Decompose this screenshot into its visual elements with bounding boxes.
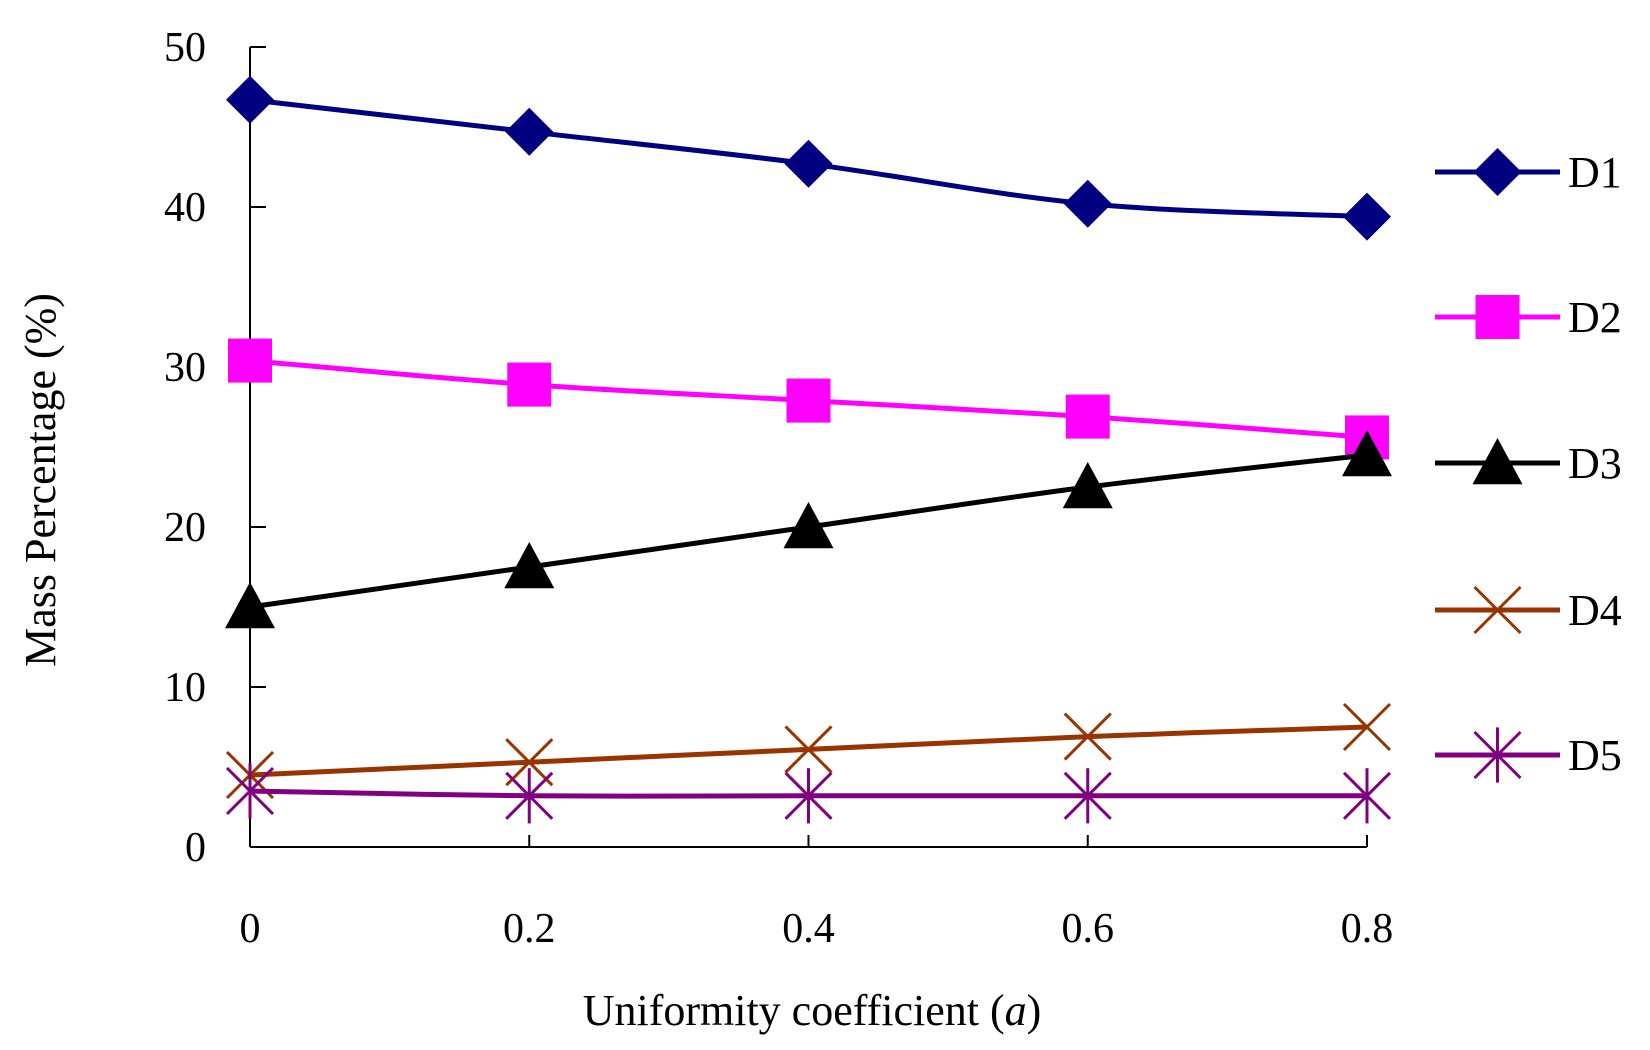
- legend-marker-d2: [1475, 295, 1520, 339]
- legend-marker-d1: [1473, 148, 1522, 196]
- legend-item-d1: D1: [1435, 148, 1622, 197]
- legend-item-d3: D3: [1435, 438, 1622, 488]
- legend-label-d3: D3: [1568, 439, 1622, 488]
- x-axis-title: Uniformity coefficient (a): [583, 986, 1042, 1035]
- data-point-d3: [1342, 430, 1392, 477]
- y-tick-label: 0: [185, 825, 206, 871]
- data-point-d3: [783, 502, 834, 549]
- data-point-d1: [226, 75, 274, 124]
- legend: D1 D2 D3 D4 D5: [1435, 148, 1622, 783]
- legend-label-d4: D4: [1568, 586, 1622, 635]
- data-point-d2: [228, 338, 272, 383]
- y-tick-label: 40: [164, 185, 206, 231]
- data-point-d5: [1063, 768, 1112, 824]
- legend-label-d1: D1: [1568, 148, 1622, 197]
- x-axis-title-main: Uniformity coefficient (: [583, 986, 1005, 1035]
- series-d4: [225, 702, 1392, 800]
- legend-marker-d3: [1472, 438, 1523, 485]
- series-d5: [225, 763, 1392, 824]
- y-tick-label: 30: [164, 345, 206, 391]
- data-point-d1: [784, 139, 833, 188]
- legend-item-d5: D5: [1435, 727, 1622, 783]
- data-point-d4: [784, 725, 833, 774]
- data-point-d4: [1063, 712, 1112, 761]
- x-ticks: 0 0.2 0.4 0.6 0.8: [240, 835, 1394, 952]
- data-point-d5: [505, 768, 554, 824]
- legend-marker-d4: [1473, 585, 1522, 635]
- legend-item-d4: D4: [1435, 585, 1622, 635]
- data-point-d5: [784, 768, 833, 824]
- x-axis-title-italic: a: [1005, 986, 1027, 1035]
- legend-item-d2: D2: [1435, 293, 1622, 342]
- series-d3: [225, 430, 1392, 629]
- x-tick-label: 0.6: [1062, 906, 1115, 952]
- data-point-d3: [225, 582, 275, 629]
- series-d1: [226, 75, 1391, 241]
- data-point-d5: [225, 763, 275, 819]
- data-point-d4: [1342, 702, 1392, 752]
- x-tick-label: 0.4: [782, 906, 835, 952]
- x-tick-label: 0.2: [503, 906, 556, 952]
- x-axis-title-close: ): [1027, 986, 1042, 1035]
- series-d2: [228, 338, 1389, 460]
- data-point-d5: [1342, 768, 1392, 824]
- legend-label-d2: D2: [1568, 293, 1622, 342]
- y-ticks: 0 10 20 30 40 50: [164, 25, 266, 871]
- series-layer: [225, 75, 1392, 824]
- data-point-d3: [1062, 462, 1113, 509]
- y-tick-label: 20: [164, 505, 206, 551]
- data-point-d2: [786, 378, 831, 423]
- y-tick-label: 10: [164, 665, 206, 711]
- y-axis-title: Mass Percentage (%): [16, 293, 65, 667]
- data-point-d1: [1343, 192, 1391, 241]
- data-point-d2: [507, 362, 552, 407]
- data-point-d4: [505, 738, 554, 787]
- y-tick-label: 50: [164, 25, 206, 71]
- data-point-d1: [505, 107, 554, 156]
- data-point-d1: [1063, 179, 1112, 228]
- legend-label-d5: D5: [1568, 731, 1622, 780]
- data-point-d2: [1065, 394, 1110, 439]
- x-tick-label: 0.8: [1341, 906, 1394, 952]
- legend-marker-d5: [1473, 727, 1522, 783]
- x-tick-label: 0: [240, 906, 261, 952]
- data-point-d3: [504, 542, 555, 589]
